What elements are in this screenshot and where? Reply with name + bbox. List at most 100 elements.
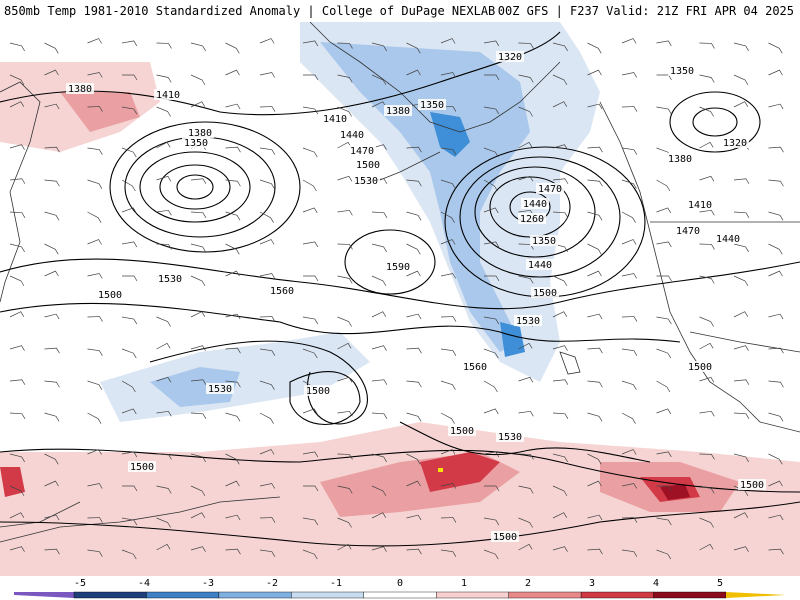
wind-barb bbox=[656, 179, 671, 192]
wind-barb bbox=[699, 410, 715, 417]
contour-label-bg bbox=[518, 213, 546, 224]
colorbar-tick-label: -5 bbox=[74, 578, 86, 589]
cold-anomaly-core-2 bbox=[500, 322, 525, 357]
wind-barb bbox=[121, 316, 138, 325]
wind-barb bbox=[371, 42, 387, 52]
wind-barb bbox=[406, 514, 422, 521]
wind-barb bbox=[699, 141, 714, 149]
wind-barb bbox=[768, 380, 784, 388]
wind-barb bbox=[587, 42, 602, 54]
wind-barb bbox=[190, 275, 206, 287]
colorbar-segment bbox=[218, 591, 292, 599]
wind-barb bbox=[302, 106, 319, 115]
wind-barb bbox=[768, 243, 783, 255]
wind-barb bbox=[406, 548, 422, 555]
wind-barb bbox=[9, 178, 26, 184]
wind-barb bbox=[9, 412, 26, 420]
wind-barb bbox=[699, 275, 715, 284]
wind-barb bbox=[9, 512, 25, 519]
contour-label-bg bbox=[531, 287, 559, 298]
contour-label: 1500 bbox=[356, 160, 380, 171]
wind-barb bbox=[225, 103, 241, 110]
contour-1530 bbox=[0, 302, 681, 343]
contour-label-bg bbox=[738, 479, 766, 490]
wind-barb bbox=[699, 243, 715, 250]
wind-barb bbox=[156, 175, 172, 182]
wind-barb bbox=[621, 517, 638, 523]
contour-label: 1350 bbox=[670, 66, 694, 77]
wind-barb bbox=[225, 480, 240, 487]
warm-anomaly-nw-mid bbox=[60, 92, 140, 132]
colorbar-tick-label: 3 bbox=[589, 578, 595, 589]
contour-label-bg bbox=[461, 361, 489, 372]
wind-barb bbox=[337, 209, 353, 216]
wind-barb bbox=[44, 514, 60, 521]
contour-label-bg bbox=[721, 137, 749, 148]
wind-barb bbox=[621, 316, 638, 322]
contour-label: 1260 bbox=[520, 214, 544, 225]
wind-barb bbox=[9, 42, 25, 52]
wind-barb bbox=[552, 178, 569, 184]
low-center-west-ring2 bbox=[159, 164, 231, 210]
anomaly-map[interactable]: 1380141013801350141014401470150015301350… bbox=[0, 22, 800, 578]
wind-barb bbox=[656, 241, 672, 248]
contour-label-bg bbox=[384, 261, 412, 272]
wind-barb bbox=[552, 412, 569, 420]
wind-barb bbox=[156, 376, 172, 383]
contour-1500-north bbox=[0, 258, 800, 310]
wind-barb bbox=[302, 241, 319, 248]
wind-barb bbox=[440, 449, 456, 455]
contour-label: 1530 bbox=[208, 384, 232, 395]
wind-barb bbox=[259, 239, 275, 245]
wind-barb bbox=[190, 243, 206, 253]
wind-barb bbox=[518, 453, 534, 460]
wind-barb bbox=[337, 106, 352, 117]
wind-barb bbox=[518, 74, 534, 83]
wind-barb bbox=[768, 270, 783, 277]
wind-barb bbox=[87, 549, 103, 557]
wind-barb bbox=[587, 380, 603, 388]
wind-barb bbox=[190, 379, 207, 385]
wind-barb bbox=[656, 106, 672, 115]
wind-barb bbox=[406, 480, 421, 487]
wind-barb bbox=[337, 410, 353, 417]
contour-label-bg bbox=[186, 127, 214, 138]
wind-barb bbox=[302, 316, 319, 325]
wind-barb bbox=[44, 548, 60, 555]
wind-barb bbox=[768, 211, 784, 221]
alaska-coast bbox=[309, 22, 561, 133]
wind-barb bbox=[190, 412, 207, 420]
colorbar-tick-label: 5 bbox=[717, 578, 723, 589]
wind-barb bbox=[406, 412, 422, 422]
wind-barb bbox=[768, 548, 784, 555]
wind-barb bbox=[699, 453, 715, 460]
contour-label-bg bbox=[182, 137, 210, 148]
wind-barb bbox=[371, 243, 387, 253]
wind-barb bbox=[190, 311, 206, 318]
wind-barb bbox=[656, 380, 671, 393]
wind-barb bbox=[259, 72, 276, 78]
wind-barb bbox=[156, 42, 172, 49]
wind-barb bbox=[768, 146, 784, 153]
wind-barb bbox=[440, 147, 457, 155]
wind-barb bbox=[518, 342, 533, 350]
wind-barb bbox=[483, 380, 498, 393]
wind-barb bbox=[587, 313, 603, 320]
wind-barb bbox=[656, 207, 672, 214]
wind-barb bbox=[259, 412, 274, 424]
contour-label-bg bbox=[686, 361, 714, 372]
wind-barb bbox=[337, 485, 353, 494]
wind-barb bbox=[9, 74, 25, 86]
wind-barb bbox=[656, 451, 672, 458]
contour-label: 1590 bbox=[386, 262, 410, 273]
wind-barb bbox=[699, 316, 714, 327]
colorbar-tick-label: -3 bbox=[202, 578, 214, 589]
wind-barb bbox=[156, 316, 171, 327]
contour-label: 1500 bbox=[450, 426, 474, 437]
wind-barb bbox=[121, 40, 138, 47]
wind-barb bbox=[656, 549, 672, 560]
colorbar-segment bbox=[73, 591, 147, 599]
wind-barb bbox=[699, 517, 714, 528]
wind-barb bbox=[440, 38, 456, 44]
